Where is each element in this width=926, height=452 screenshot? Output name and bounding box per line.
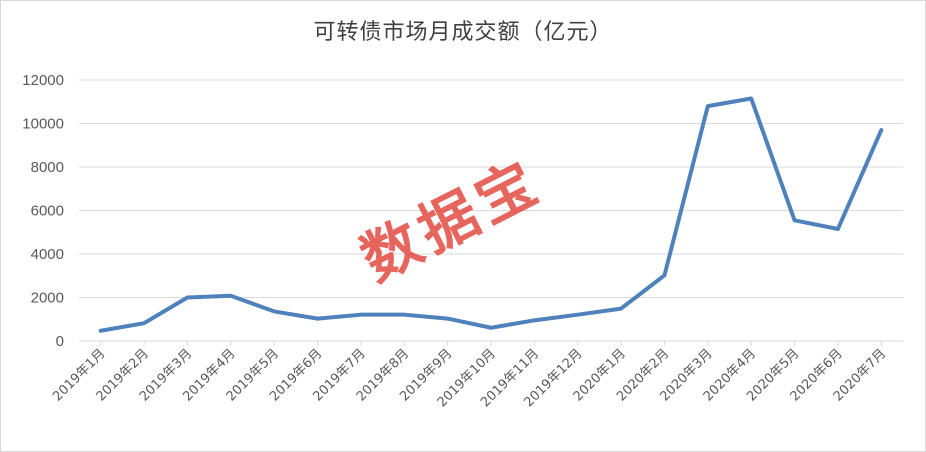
y-tick-label: 4000 (31, 246, 64, 263)
y-axis-ticks: 0 2000 4000 6000 8000 10000 12000 (22, 72, 64, 350)
watermark: 数据宝 (350, 147, 552, 295)
x-axis-ticks: 2019年1月2019年2月2019年3月2019年4月2019年5月2019年… (50, 341, 889, 410)
y-tick-label: 2000 (31, 290, 64, 307)
y-tick-label: 0 (56, 333, 64, 350)
y-tick-label: 10000 (22, 116, 64, 133)
chart-title: 可转债市场月成交额（亿元） (313, 20, 613, 45)
y-tick-label: 8000 (31, 159, 64, 176)
y-tick-label: 12000 (22, 72, 64, 89)
y-tick-label: 6000 (31, 203, 64, 220)
series-layer (98, 96, 884, 333)
